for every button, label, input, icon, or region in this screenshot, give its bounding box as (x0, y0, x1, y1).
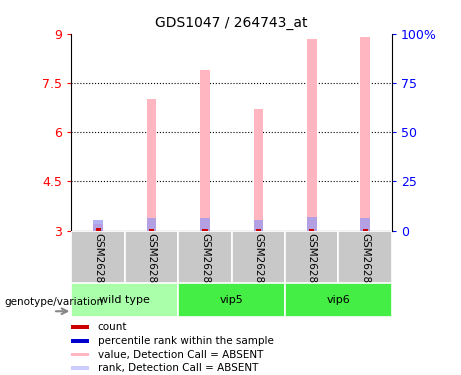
Bar (71, 283, 178, 317)
Bar (254, 109, 263, 231)
Text: GSM26284: GSM26284 (254, 233, 263, 290)
Bar (202, 229, 207, 231)
Text: GSM26283: GSM26283 (200, 233, 210, 290)
Bar (93, 220, 103, 231)
Bar (147, 99, 156, 231)
Bar (361, 218, 370, 231)
Bar (71, 366, 89, 370)
Text: rank, Detection Call = ABSENT: rank, Detection Call = ABSENT (98, 363, 258, 373)
Bar (254, 220, 263, 231)
Bar (149, 229, 154, 231)
Bar (309, 229, 314, 231)
Bar (71, 352, 89, 356)
Text: value, Detection Call = ABSENT: value, Detection Call = ABSENT (98, 350, 263, 360)
Text: GSM26286: GSM26286 (360, 233, 370, 290)
Bar (200, 218, 210, 231)
Bar (71, 339, 89, 342)
Bar (256, 229, 261, 231)
Text: count: count (98, 322, 127, 332)
Bar (93, 224, 103, 231)
Text: GSM26285: GSM26285 (307, 233, 317, 290)
Bar (285, 283, 392, 317)
Text: wild type: wild type (100, 295, 150, 305)
Text: GSM26281: GSM26281 (93, 233, 103, 290)
Bar (231, 231, 285, 283)
Bar (71, 231, 125, 283)
Bar (361, 37, 370, 231)
Title: GDS1047 / 264743_at: GDS1047 / 264743_at (155, 16, 308, 30)
Bar (200, 70, 210, 231)
Bar (285, 231, 338, 283)
Bar (362, 229, 368, 231)
Bar (338, 231, 392, 283)
Text: percentile rank within the sample: percentile rank within the sample (98, 336, 274, 346)
Bar (307, 217, 317, 231)
Bar (125, 231, 178, 283)
Text: vip5: vip5 (220, 295, 243, 305)
Bar (178, 231, 231, 283)
Bar (307, 39, 317, 231)
Text: GSM26282: GSM26282 (147, 233, 157, 290)
Bar (147, 218, 156, 231)
Text: genotype/variation: genotype/variation (5, 297, 104, 307)
Text: vip6: vip6 (326, 295, 350, 305)
Bar (95, 228, 101, 231)
Bar (71, 326, 89, 329)
Bar (178, 283, 285, 317)
